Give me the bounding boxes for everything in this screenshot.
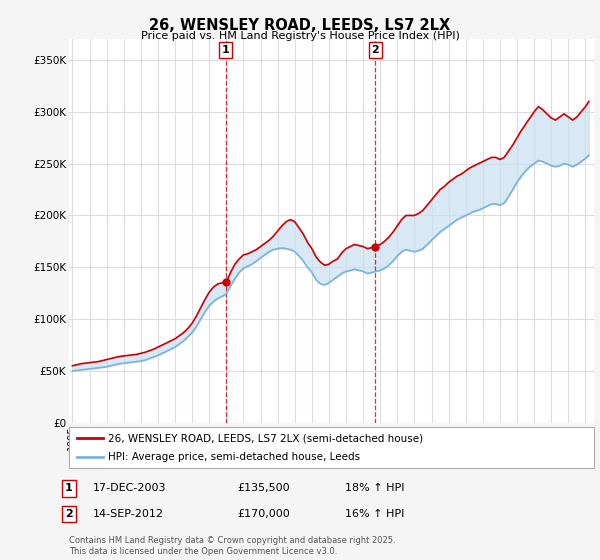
Text: 16% ↑ HPI: 16% ↑ HPI (345, 509, 404, 519)
Text: HPI: Average price, semi-detached house, Leeds: HPI: Average price, semi-detached house,… (109, 452, 361, 461)
Text: 14-SEP-2012: 14-SEP-2012 (93, 509, 164, 519)
FancyBboxPatch shape (69, 427, 594, 468)
Text: 17-DEC-2003: 17-DEC-2003 (93, 483, 167, 493)
Text: 1: 1 (65, 483, 73, 493)
Text: 26, WENSLEY ROAD, LEEDS, LS7 2LX: 26, WENSLEY ROAD, LEEDS, LS7 2LX (149, 18, 451, 33)
Text: 2: 2 (65, 509, 73, 519)
Text: £170,000: £170,000 (237, 509, 290, 519)
Text: 26, WENSLEY ROAD, LEEDS, LS7 2LX (semi-detached house): 26, WENSLEY ROAD, LEEDS, LS7 2LX (semi-d… (109, 433, 424, 443)
Text: Contains HM Land Registry data © Crown copyright and database right 2025.
This d: Contains HM Land Registry data © Crown c… (69, 536, 395, 556)
Text: £135,500: £135,500 (237, 483, 290, 493)
Text: 1: 1 (222, 45, 230, 55)
Text: 18% ↑ HPI: 18% ↑ HPI (345, 483, 404, 493)
Text: Price paid vs. HM Land Registry's House Price Index (HPI): Price paid vs. HM Land Registry's House … (140, 31, 460, 41)
Text: 2: 2 (371, 45, 379, 55)
